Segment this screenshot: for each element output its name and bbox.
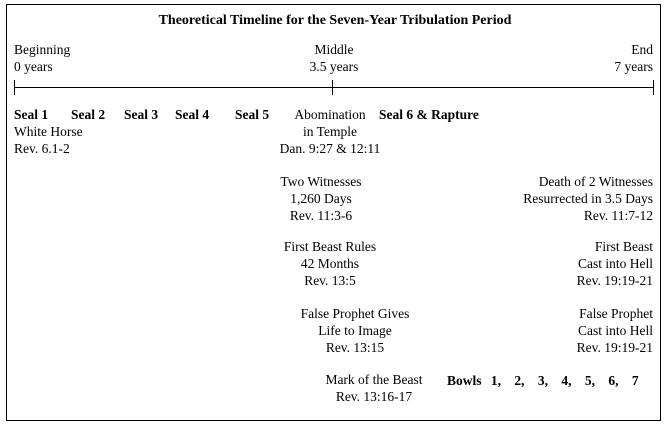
seal-6-rapture: Seal 6 & Rapture	[379, 107, 479, 122]
false-prophet-gives-event: False Prophet Gives Life to Image Rev. 1…	[265, 305, 445, 356]
bowl-number: 5,	[584, 373, 596, 388]
false-prophet-hell-line: False Prophet	[579, 306, 653, 321]
two-witnesses-line: Two Witnesses	[280, 174, 362, 189]
seal-1-detail: White Horse Rev. 6.1-2	[14, 123, 83, 157]
timeline-tick-middle	[332, 80, 333, 95]
seal-1: Seal 1	[14, 107, 49, 122]
marker-beginning-sub: 0 years	[14, 59, 53, 74]
first-beast-hell-line: First Beast	[594, 239, 653, 254]
false-prophet-hell-line: Cast into Hell	[578, 323, 653, 338]
first-beast-hell-line: Cast into Hell	[578, 256, 653, 271]
bowl-number: 4,	[561, 373, 572, 388]
abomination-line: in Temple	[303, 124, 357, 139]
false-prophet-hell-event: False Prophet Cast into Hell Rev. 19:19-…	[500, 305, 653, 356]
first-beast-rules-line: Rev. 13:5	[304, 273, 356, 288]
bowl-number: 1,	[490, 373, 502, 388]
first-beast-rules-event: First Beast Rules 42 Months Rev. 13:5	[250, 238, 410, 289]
death-witnesses-line: Resurrected in 3.5 Days	[523, 191, 653, 206]
death-witnesses-line: Death of 2 Witnesses	[538, 174, 653, 189]
marker-end-label: End	[631, 42, 653, 57]
marker-beginning: Beginning 0 years	[14, 41, 70, 75]
two-witnesses-line: 1,260 Days	[290, 191, 352, 206]
seal-1-detail-line: White Horse	[14, 124, 83, 139]
marker-beginning-label: Beginning	[14, 42, 71, 57]
seal-4: Seal 4	[175, 107, 210, 122]
abomination-line: Dan. 9:27 & 12:11	[279, 141, 381, 156]
false-prophet-gives-line: False Prophet Gives	[300, 306, 410, 321]
abomination-line: Abomination	[294, 107, 366, 122]
marker-end-sub: 7 years	[614, 59, 653, 74]
timeline-tick-beginning	[14, 80, 15, 95]
bowl-number: 6,	[608, 373, 619, 388]
false-prophet-gives-line: Rev. 13:15	[325, 340, 385, 355]
false-prophet-hell-line: Rev. 19:19-21	[576, 340, 653, 355]
bowl-number: 2,	[514, 373, 525, 388]
marker-end: End 7 years	[573, 41, 653, 75]
bowl-number: 7	[631, 373, 639, 388]
two-witnesses-line: Rev. 11:3-6	[289, 208, 353, 223]
first-beast-hell-event: First Beast Cast into Hell Rev. 19:19-21	[500, 238, 653, 289]
marker-middle-sub: 3.5 years	[309, 59, 359, 74]
diagram-title: Theoretical Timeline for the Seven-Year …	[158, 13, 512, 28]
first-beast-rules-line: First Beast Rules	[283, 239, 377, 254]
bowls-row: Bowls 1, 2, 3, 4, 5, 6, 7	[447, 372, 639, 389]
marker-middle: Middle 3.5 years	[294, 41, 374, 75]
death-witnesses-event: Death of 2 Witnesses Resurrected in 3.5 …	[455, 173, 653, 224]
bowls-label: Bowls	[447, 373, 482, 388]
timeline-line	[14, 87, 654, 88]
first-beast-hell-line: Rev. 19:19-21	[576, 273, 653, 288]
marker-middle-label: Middle	[314, 42, 354, 57]
mark-of-beast-line: Rev. 13:16-17	[335, 389, 413, 404]
two-witnesses-event: Two Witnesses 1,260 Days Rev. 11:3-6	[255, 173, 387, 224]
mark-of-beast-line: Mark of the Beast	[325, 372, 423, 387]
seal-3: Seal 3	[124, 107, 159, 122]
diagram-frame	[6, 4, 661, 421]
mark-of-beast-event: Mark of the Beast Rev. 13:16-17	[300, 371, 448, 405]
timeline-tick-end	[653, 80, 654, 95]
abomination-event: Abomination in Temple Dan. 9:27 & 12:11	[255, 106, 405, 157]
bowl-number: 3,	[537, 373, 549, 388]
false-prophet-gives-line: Life to Image	[318, 323, 392, 338]
seal-1-detail-line: Rev. 6.1-2	[14, 141, 70, 156]
seal-2: Seal 2	[71, 107, 106, 122]
death-witnesses-line: Rev. 11:7-12	[583, 208, 653, 223]
seal-5: Seal 5	[235, 107, 270, 122]
first-beast-rules-line: 42 Months	[300, 256, 360, 271]
